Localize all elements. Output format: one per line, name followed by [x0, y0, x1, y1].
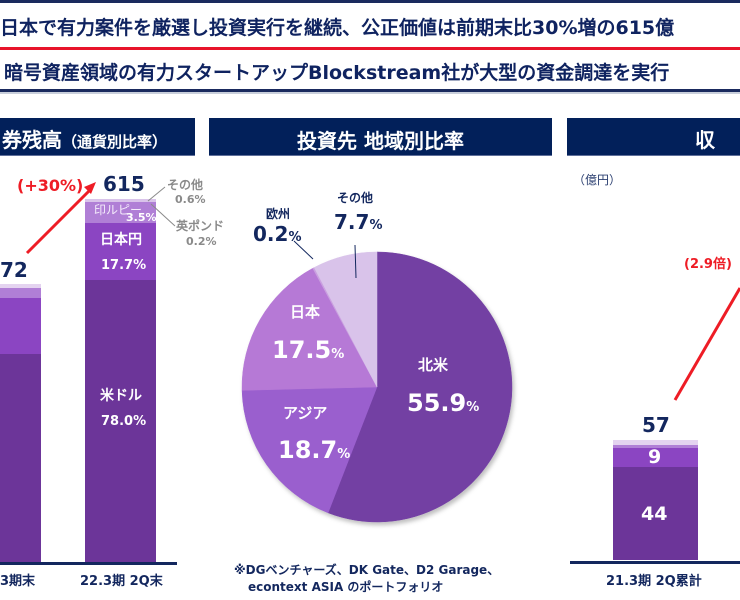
pie-japan-number: 17.5 [272, 336, 332, 364]
revenue-seg-middle-label: 9 [648, 446, 662, 468]
panel-title-region: 投資先 地域別比率 [297, 129, 464, 153]
pie-slice-other [313, 251, 378, 388]
growth-annotation-revenue: (2.9倍) [684, 257, 732, 272]
bar-prev-inr [0, 288, 41, 298]
revenue-seg-middle [613, 448, 698, 467]
growth-annotation-balance: (+30%) [17, 176, 84, 195]
label-usd-value: 78.0% [101, 414, 147, 429]
headline-banner-2: 暗号資産領域の有力スタートアップBlockstream社が大型の資金調達を実行 [0, 50, 740, 92]
label-gbp-value: 0.2% [186, 235, 217, 248]
pie-label-europe-name: 欧州 [266, 207, 291, 221]
pie-label-na-name: 北米 [418, 356, 449, 374]
panel-header-revenue: 収 [567, 118, 740, 156]
category-label-curr: 22.3期 2Q末 [80, 574, 163, 589]
pie-na-number: 55.9 [407, 389, 467, 417]
balance-x-axis [0, 562, 177, 565]
banner-shadow [0, 92, 740, 94]
pie-label-japan-name: 日本 [290, 303, 321, 321]
leader-europe [293, 240, 314, 260]
label-usd-name: 米ドル [100, 388, 142, 404]
pie-asia-number: 18.7 [278, 436, 338, 464]
bar-total-prev: 72 [0, 258, 28, 282]
pie-slice-north-america [327, 251, 513, 523]
bar-prev-other [0, 284, 41, 288]
revenue-category-label: 21.3期 2Q累計 [606, 574, 702, 589]
pie-footnote-line2: econtext ASIA のポートフォリオ [248, 580, 444, 594]
revenue-seg-bottom-label: 44 [641, 503, 668, 525]
bar-prev-usd [0, 354, 41, 562]
revenue-seg-bottom [613, 467, 698, 560]
growth-arrow-line [25, 188, 92, 255]
revenue-total-label: 57 [642, 413, 670, 437]
label-jpy-name: 日本円 [100, 232, 142, 248]
pie-label-na-value: 55.9% [407, 389, 479, 417]
leader-gbp [150, 203, 176, 227]
revenue-seg-top-light [613, 440, 698, 445]
pie-asia-suffix: % [337, 447, 351, 462]
pie-other-number: 7.7 [334, 210, 370, 234]
label-gbp-name: 英ポンド [176, 219, 225, 233]
pie-footnote-line1: ※DGベンチャーズ、DK Gate、D2 Garage、 [234, 563, 500, 577]
label-inr-value: 3.5% [126, 211, 157, 224]
label-other-name: その他 [167, 178, 204, 192]
bar-curr-usd [85, 280, 156, 562]
pie-na-suffix: % [466, 400, 480, 415]
bar-total-curr: 615 [103, 172, 145, 196]
leader-other [147, 186, 166, 202]
pie-europe-suffix: % [288, 230, 302, 245]
pie-label-other-value: 7.7% [334, 210, 382, 234]
panel-title-balance: 券残高 [2, 128, 62, 152]
red-divider [0, 47, 740, 50]
pie-other-suffix: % [369, 218, 383, 233]
unit-label: （億円） [573, 173, 622, 187]
headline-text-1: 日本で有力案件を厳選し投資実行を継続、公正価値は前期末比30%増の615億 [0, 17, 675, 39]
pie-label-europe-value: 0.2% [253, 222, 301, 246]
panel-title-revenue: 収 [695, 128, 715, 152]
pie-slice-japan [241, 267, 378, 391]
pie-label-asia-name: アジア [283, 404, 328, 422]
headline-banner-1: 日本で有力案件を厳選し投資実行を継続、公正価値は前期末比30%増の615億 [0, 0, 740, 47]
label-jpy-value: 17.7% [101, 258, 147, 273]
category-label-prev: 3期末 [0, 574, 36, 589]
label-inr-name: 印ルピー [94, 203, 143, 217]
revenue-seg-top [613, 445, 698, 448]
pie-slice-asia [241, 386, 378, 514]
headline-text-2: 暗号資産領域の有力スタートアップBlockstream社が大型の資金調達を実行 [4, 62, 670, 84]
bar-curr-inr [85, 202, 156, 223]
panel-subtitle-balance: （通貨別比率） [62, 133, 168, 151]
revenue-x-axis [570, 561, 740, 564]
label-other-value: 0.6% [175, 193, 206, 206]
bar-curr-jpy [85, 223, 156, 280]
pie-label-asia-value: 18.7% [278, 436, 350, 464]
pie-label-japan-value: 17.5% [272, 336, 344, 364]
panel-header-balance: 券残高（通貨別比率） [0, 118, 195, 156]
leader-other-region [354, 244, 357, 279]
pie-europe-number: 0.2 [253, 222, 289, 246]
panel-header-region: 投資先 地域別比率 [209, 118, 552, 156]
bar-prev-jpy [0, 298, 41, 354]
pie-label-other-name: その他 [337, 191, 374, 205]
bar-curr-other [85, 199, 156, 202]
growth-arrow-head [84, 182, 96, 194]
pie-japan-suffix: % [331, 347, 345, 362]
revenue-growth-arrow [673, 287, 740, 401]
